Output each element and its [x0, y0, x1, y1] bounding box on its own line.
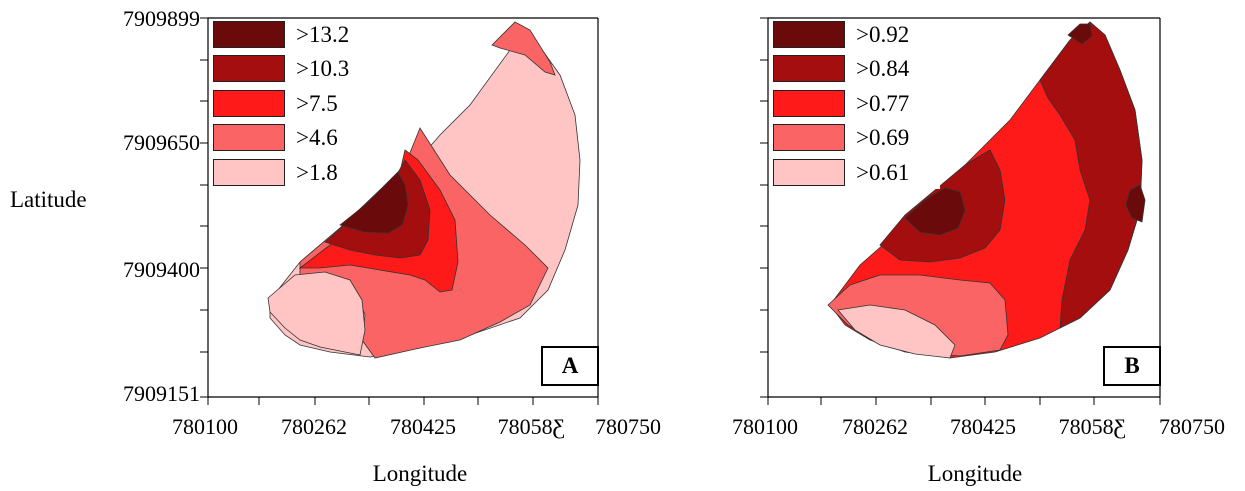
x-tick-label: 780750 [1159, 414, 1225, 439]
x-tick-label: 780100 [732, 414, 798, 439]
legend-swatch [773, 21, 845, 48]
legend-panel-b: >0.92 >0.84 >0.77 >0.69 >0.61 [770, 19, 940, 189]
x-tick-label: 780425 [950, 414, 1016, 439]
legend-swatch [773, 124, 845, 151]
y-tick-label: 7909899 [123, 6, 200, 31]
x-tick-label: 78058Ƹ [1058, 414, 1126, 439]
x-axis-title: Longitude [927, 461, 1023, 486]
legend-swatch [773, 159, 845, 186]
y-axis-title: Latitude [10, 187, 87, 212]
legend-label: >0.77 [856, 91, 910, 116]
x-tick-label: 780100 [172, 414, 238, 439]
legend-swatch [213, 55, 285, 82]
legend-label: >7.5 [296, 91, 338, 116]
legend-label: >0.69 [856, 125, 910, 150]
x-tick-label: 780750 [595, 414, 661, 439]
legend-swatch [773, 55, 845, 82]
panel-a-frame [200, 17, 599, 405]
x-tick-label: 780262 [281, 414, 347, 439]
legend-label: >0.84 [856, 56, 910, 81]
legend-swatch [213, 21, 285, 48]
panel-b-contours [827, 21, 1146, 359]
y-tick-label: 7909400 [123, 257, 200, 282]
legend-panel-a: >13.2 >10.3 >7.5 >4.6 >1.8 [210, 19, 380, 189]
legend-label: >4.6 [296, 125, 338, 150]
y-tick-label: 7909151 [123, 381, 200, 406]
x-axis-title: Longitude [372, 461, 468, 486]
y-tick-label: 7909650 [123, 130, 200, 155]
legend-label: >10.3 [296, 56, 350, 81]
x-tick-label: 780262 [842, 414, 908, 439]
panel-b-frame [760, 17, 1161, 405]
legend-label: >0.61 [856, 160, 910, 185]
legend-swatch [773, 90, 845, 117]
legend-swatch [213, 124, 285, 151]
legend-swatch [213, 90, 285, 117]
panel-label-a: A [541, 346, 599, 386]
x-tick-label: 78058Ƹ [497, 414, 565, 439]
legend-label: >0.92 [856, 22, 910, 47]
panel-label-b: B [1103, 346, 1161, 386]
legend-swatch [213, 159, 285, 186]
x-tick-label: 780425 [390, 414, 456, 439]
panel-a-contours [267, 21, 581, 359]
legend-label: >1.8 [296, 160, 338, 185]
legend-label: >13.2 [296, 22, 350, 47]
